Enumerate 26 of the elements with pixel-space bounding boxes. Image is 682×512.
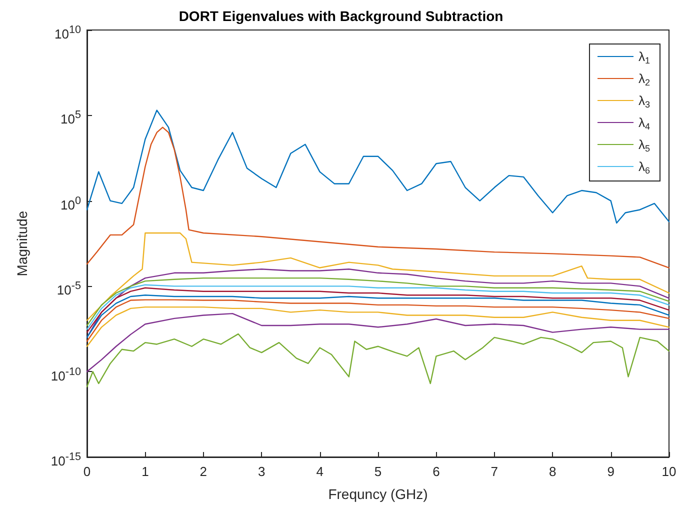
y-axis-title: Magnitude [14, 210, 30, 276]
y-tick-label: 10$^{5}$ [60, 108, 81, 127]
x-axis-title: Frequncy (GHz) [328, 486, 428, 502]
x-tick-label: 0 [83, 464, 91, 479]
x-tick-label: 8 [548, 464, 556, 479]
y-tick-label: 10$^{10}$ [54, 23, 81, 42]
line-series [86, 232, 670, 321]
x-tick-label: 4 [316, 464, 324, 479]
x-tick-label: 2 [200, 464, 208, 479]
line-series [86, 312, 670, 372]
x-tick-label: 5 [374, 464, 382, 479]
x-tick-label: 6 [432, 464, 440, 479]
x-tick-label: 10 [662, 464, 676, 479]
line-series [86, 306, 670, 347]
x-tick-label: 7 [490, 464, 498, 479]
chart-title: DORT Eigenvalues with Background Subtraction [178, 8, 504, 24]
y-tick-label: 10$^{-15}$ [50, 450, 81, 468]
x-tick-label: 3 [258, 464, 266, 479]
line-series [86, 110, 670, 224]
line-series [86, 333, 670, 388]
x-tick-label: 1 [142, 464, 149, 479]
y-tick-label: 10$^{0}$ [60, 194, 81, 212]
line-series [86, 277, 670, 326]
x-tick-label: 9 [607, 464, 614, 479]
y-tick-label: 10$^{-10}$ [50, 364, 81, 383]
y-tick-label: 10$^{-5}$ [56, 279, 81, 298]
